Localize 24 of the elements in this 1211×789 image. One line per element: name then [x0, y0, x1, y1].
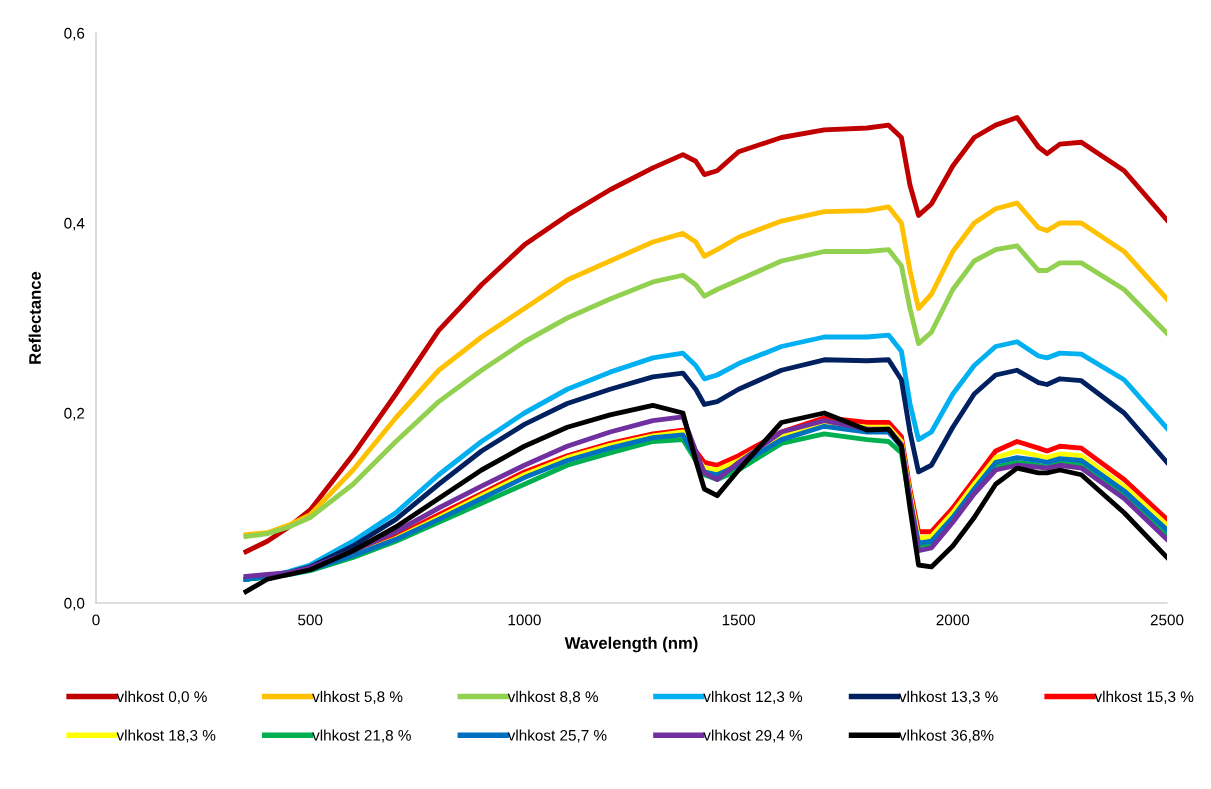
legend-label: vlhkost 8,8 %: [507, 690, 599, 704]
legend-label: vlhkost 29,4 %: [703, 729, 803, 743]
x-tick-label: 2000: [936, 614, 970, 626]
y-tick-label: 0,2: [64, 407, 85, 421]
y-tick-label: 0,4: [64, 217, 85, 231]
x-tick-label: 1000: [508, 614, 541, 626]
legend-label: vlhkost 36,8%: [898, 729, 994, 743]
y-tick-label: 0,6: [64, 27, 85, 41]
legend-label: vlhkost 0,0 %: [116, 690, 207, 704]
x-tick-label: 500: [298, 614, 323, 626]
legend-label: vlhkost 21,8 %: [312, 729, 411, 743]
legend-label: vlhkost 18,3 %: [116, 729, 216, 743]
x-tick-label: 1500: [722, 614, 755, 626]
legend-label: vlhkost 5,8 %: [312, 690, 403, 704]
legend-label: vlhkost 13,3 %: [898, 690, 998, 704]
line-series: [243, 115, 1167, 555]
x-tick-label: 0: [92, 614, 100, 626]
x-tick-label: 2500: [1150, 614, 1184, 626]
y-tick-label: 0,0: [64, 597, 85, 611]
y-axis-title: Reflectance: [28, 271, 41, 364]
x-axis-title: Wavelength (nm): [564, 636, 698, 653]
legend-label: vlhkost 12,3 %: [703, 690, 803, 704]
legend-label: vlhkost 15,3 %: [1094, 690, 1194, 704]
legend-label: vlhkost 25,7 %: [507, 729, 607, 743]
